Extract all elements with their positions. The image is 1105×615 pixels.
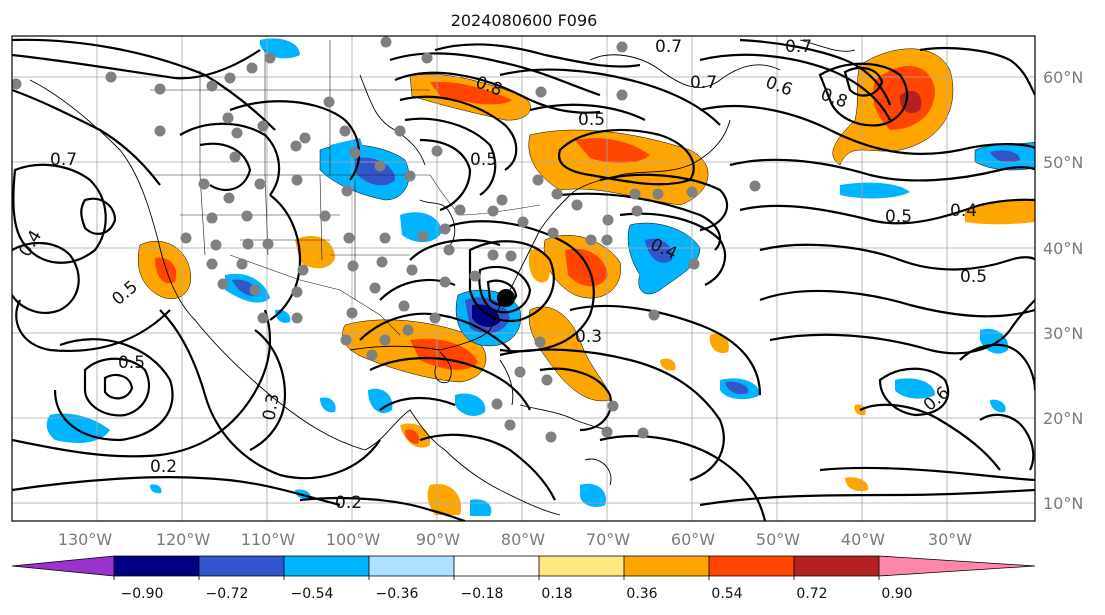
lat-label: 30°N [1043,324,1083,343]
colorbar-tick: −0.72 [206,586,249,602]
lon-label: 60°W [671,530,715,549]
colorbar-tick: −0.18 [461,586,504,602]
lat-label: 60°N [1043,68,1083,87]
colorbar-tick: 0.18 [541,586,572,602]
anomaly-shading [46,38,1035,516]
colorbar-swatch [794,556,879,576]
colorbar-swatch [284,556,369,576]
lon-label: 70°W [586,530,630,549]
contour-labels: 0.2 0.2 0.3 0.3 0.4 0.4 0.4 0.5 0.5 0.5 … [15,37,987,513]
lon-label: 110°W [241,530,296,549]
lon-label: 40°W [841,530,885,549]
contour-lines [12,38,1035,521]
colorbar-swatch [624,556,709,576]
contour-label: 0.7 [655,37,682,57]
map-border [11,35,1036,522]
contour-label: 0.2 [150,457,177,477]
colorbar-swatch [539,556,624,576]
contour-label: 0.7 [690,73,717,93]
longitude-labels: 130°W 120°W 110°W 100°W 90°W 80°W 70°W 6… [58,530,972,549]
latitude-labels: 60°N 50°N 40°N 30°N 20°N 10°N [1043,68,1083,513]
colorbar-tick: −0.36 [376,586,419,602]
colorbar-tick: 0.36 [626,586,657,602]
colorbar-tick: 0.72 [796,586,827,602]
contour-label: 0.3 [575,327,602,347]
contour-label: 0.5 [885,207,912,227]
contour-label: 0.2 [335,493,362,513]
lon-label: 80°W [501,530,545,549]
colorbar-swatch [369,556,454,576]
colorbar-swatch [199,556,284,576]
lat-label: 40°N [1043,239,1083,258]
colorbar-swatch [709,556,794,576]
contour-label: 0.5 [470,150,497,170]
station-dots [12,36,761,443]
lon-label: 50°W [756,530,800,549]
contour-label: 0.4 [950,201,977,221]
colorbar-tick: −0.90 [121,586,164,602]
colorbar: −0.90 −0.72 −0.54 −0.36 −0.18 0.18 0.36 … [11,555,1036,602]
colorbar-tick: 0.54 [711,586,742,602]
colorbar-tick: 0.90 [881,586,912,602]
lat-label: 50°N [1043,153,1083,172]
contour-label: 0.5 [578,110,605,130]
contour-label: 0.5 [960,267,987,287]
lon-label: 100°W [326,530,381,549]
lon-label: 130°W [58,530,113,549]
lon-label: 120°W [156,530,211,549]
colorbar-extend-low [12,556,114,576]
lon-label: 30°W [928,530,972,549]
contour-label: 0.3 [259,392,283,422]
lat-label: 20°N [1043,409,1083,428]
colorbar-swatch [454,556,539,576]
map-content: 0.2 0.2 0.3 0.3 0.4 0.4 0.4 0.5 0.5 0.5 … [12,36,1035,521]
lat-label: 10°N [1043,494,1083,513]
map-title: 2024080600 F096 [451,11,598,30]
contour-label: 0.5 [118,353,145,373]
coastlines [29,39,856,516]
colorbar-tick: −0.54 [291,586,334,602]
colorbar-swatch [114,556,199,576]
colorbar-extend-high [879,556,1035,576]
contour-label: 0.7 [785,37,812,57]
contour-label: 0.7 [50,150,77,170]
graticule [12,36,1035,521]
storm-center-marker [497,289,515,307]
lon-label: 90°W [416,530,460,549]
